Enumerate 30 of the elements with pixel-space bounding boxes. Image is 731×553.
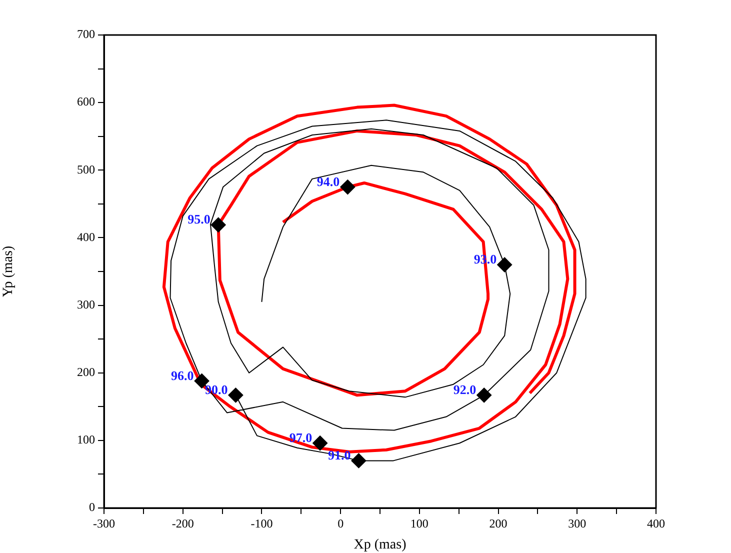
point (476, 388, 492, 403)
x-tick-label: -200 (172, 516, 194, 530)
annotation: 97.0 (289, 430, 312, 445)
x-tick-label: 200 (489, 516, 508, 530)
x-tick-label: 0 (338, 516, 344, 530)
x-tick-label: 400 (647, 516, 665, 530)
y-tick-label: 300 (77, 297, 95, 312)
point (210, 217, 226, 232)
annotation: 96.0 (171, 368, 194, 383)
y-tick-label: 500 (77, 162, 95, 176)
x-tick-label: 100 (410, 516, 428, 530)
x-tick-label: -100 (250, 516, 273, 530)
point (351, 453, 366, 468)
annotation: 92.0 (453, 382, 476, 398)
y-tick-label: 0 (89, 500, 95, 514)
y-axis-title: Yp (mas) (1, 246, 16, 298)
annotation: 95.0 (188, 212, 210, 227)
point (312, 436, 328, 451)
y-tick-label: 700 (77, 27, 95, 42)
x-axis-title: Xp (mas) (354, 537, 407, 552)
x-tick-label: 300 (568, 516, 586, 530)
point (340, 180, 356, 195)
y-tick-label: 200 (77, 365, 95, 380)
y-tick-label: 600 (77, 94, 95, 109)
point (497, 257, 512, 272)
y-tick-label: 100 (77, 432, 95, 447)
y-tick-label: 400 (77, 230, 95, 244)
x-tick-label: -300 (93, 516, 115, 530)
point (228, 388, 244, 403)
annotation: 94.0 (316, 174, 340, 189)
